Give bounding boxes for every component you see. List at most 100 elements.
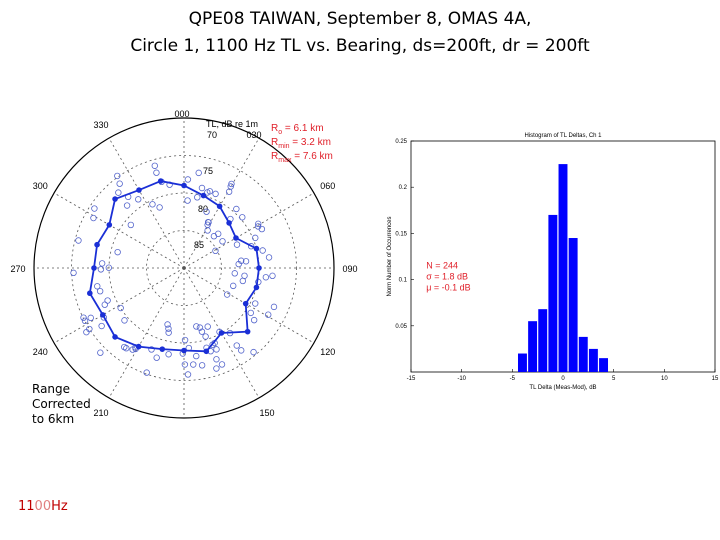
scatter-point [184, 371, 192, 378]
bearing-label: 240 [33, 347, 48, 357]
scatter-point [148, 346, 155, 353]
scatter-point [96, 287, 104, 295]
frequency-part-1: 11 [18, 499, 35, 514]
scatter-point [105, 264, 113, 271]
histogram-bar [568, 238, 578, 372]
histogram-bar [528, 321, 538, 372]
range-note-line-2: Corrected [32, 397, 91, 411]
scatter-point [196, 324, 204, 331]
mean-point [157, 178, 164, 184]
bearing-label: 210 [93, 408, 108, 418]
scatter-point [114, 172, 121, 180]
mean-point [203, 348, 210, 355]
scatter-point [233, 241, 241, 248]
scatter-point [204, 218, 212, 226]
scatter-point [193, 352, 200, 360]
histogram-bar [578, 336, 588, 372]
x-tick-label: 5 [612, 376, 616, 382]
scatter-point [254, 223, 262, 230]
legend-symbol: R [271, 151, 278, 162]
scatter-point [247, 309, 254, 317]
mean-point [181, 347, 187, 354]
polar-plot: 0000300600901201501802102402703003307075… [10, 109, 358, 419]
mean-point [91, 265, 97, 271]
range-note-line-3: to 6km [32, 412, 75, 426]
scatter-point [250, 316, 258, 324]
axis-label: TL, dB re 1m [206, 119, 258, 129]
scatter-point [259, 247, 266, 254]
frequency-label: 1100Hz [18, 499, 68, 514]
y-axis-label: Norm Number of Occurrences [387, 216, 393, 296]
scatter-point [153, 354, 160, 361]
mean-point [135, 343, 142, 350]
mean-point [200, 192, 207, 199]
scatter-point [212, 247, 219, 255]
scatter-point [210, 233, 218, 240]
scatter-point [184, 197, 191, 204]
grid-spoke [108, 137, 185, 269]
mean-point [233, 235, 239, 241]
x-tick-label: 0 [561, 376, 565, 382]
scatter-point [237, 257, 245, 264]
scatter-point [91, 205, 98, 212]
histogram-bar [518, 353, 527, 372]
histogram-bar [558, 164, 568, 372]
scatter-point [101, 301, 108, 308]
mean-point [216, 203, 223, 210]
scatter-point [97, 266, 105, 273]
scatter-point [165, 329, 172, 336]
mean-point [106, 222, 113, 228]
scatter-point [265, 254, 273, 261]
scatter-point [203, 208, 210, 215]
y-tick-label: 0.2 [399, 185, 408, 191]
bearing-label: 300 [33, 181, 48, 191]
scatter-point [252, 300, 259, 307]
scatter-point [218, 361, 226, 368]
mean-point [100, 312, 106, 318]
mean-line [88, 180, 260, 353]
title-line-1: QPE08 TAIWAN, September 8, OMAS 4A, [188, 9, 532, 29]
scatter-point [193, 323, 200, 330]
scatter-point [114, 248, 121, 256]
scatter-point [98, 260, 106, 267]
bearing-label: 030 [246, 130, 261, 140]
scatter-point [204, 227, 211, 234]
bearing-label: 090 [342, 264, 357, 274]
range-note: Range Corrected to 6km [32, 382, 91, 427]
scatter-point [116, 180, 123, 187]
mean-point [87, 290, 93, 297]
mean-point [242, 300, 249, 307]
stats-entry: N = 244 [426, 261, 458, 271]
mean-point [253, 245, 260, 252]
scatter-point [206, 188, 214, 195]
scatter-point [252, 234, 259, 242]
legend-subscript: min [278, 143, 289, 150]
mean-point [226, 220, 232, 226]
scatter-point [194, 194, 201, 201]
y-tick-label: 0.25 [395, 139, 407, 145]
scatter-point [219, 238, 226, 245]
histogram-bar [588, 348, 598, 372]
legend-symbol: R [271, 137, 278, 148]
scatter-point [204, 323, 211, 330]
legend-value: = 6.1 km [282, 123, 323, 134]
bearing-label: 270 [10, 264, 25, 274]
scatter-point [241, 272, 248, 279]
scatter-point [121, 317, 128, 324]
range-note-line-1: Range [32, 382, 71, 396]
histogram-plot: Histogram of TL Deltas, Ch 1 -15 -10 -5 0 5 10… [387, 133, 719, 391]
scatter-point [149, 201, 156, 208]
legend-symbol: R [271, 123, 278, 134]
scatter-point [225, 188, 233, 195]
scatter-point [190, 361, 197, 368]
grid-spoke [53, 192, 185, 269]
mean-point [181, 182, 187, 189]
scatter-point [94, 283, 101, 290]
scatter-point [223, 291, 231, 298]
scatter-point [165, 351, 172, 358]
bearing-label: 330 [93, 120, 108, 130]
scatter-point [215, 230, 222, 238]
grid-spoke [183, 192, 315, 269]
legend-value: = 3.2 km [290, 137, 331, 148]
radial-tick-label: 80 [198, 204, 208, 214]
